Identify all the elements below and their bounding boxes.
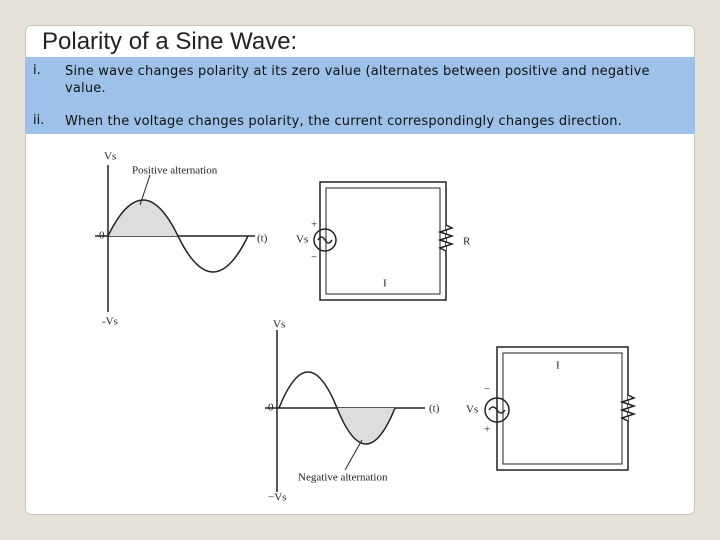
label: Negative alternation <box>298 472 388 484</box>
circuit-2: I − Vs + <box>466 346 637 471</box>
circuit-1: + Vs − R I <box>296 181 471 301</box>
label: 0 <box>268 402 274 414</box>
label: + <box>484 424 490 436</box>
slide-title: Polarity of a Sine Wave: <box>42 28 298 55</box>
positive-graph: Vs Positive alternation 0 (t) -Vs <box>95 151 268 328</box>
list-marker: ii. <box>33 113 45 128</box>
resistor <box>437 224 455 252</box>
label: R <box>463 236 471 248</box>
wire <box>502 352 623 465</box>
ac-source <box>484 397 510 423</box>
label: − <box>484 384 490 396</box>
label: Vs <box>466 404 478 416</box>
bullet-band: i. Sine wave changes polarity at its zer… <box>25 57 695 134</box>
resistor <box>619 394 637 422</box>
sine-wave <box>278 371 396 445</box>
label: − <box>311 252 317 264</box>
label: (t) <box>429 403 440 415</box>
label: −Vs <box>268 492 286 504</box>
label: I <box>383 278 387 290</box>
label: Vs <box>104 151 116 163</box>
list-text: Sine wave changes polarity at its zero v… <box>65 64 650 96</box>
label: + <box>311 219 317 231</box>
list-text: When the voltage changes polarity, the c… <box>65 114 623 129</box>
pointer <box>139 174 151 206</box>
label: 0 <box>99 230 105 242</box>
label: I <box>556 360 560 372</box>
ac-symbol <box>488 406 506 414</box>
list-marker: i. <box>33 63 41 78</box>
label: Vs <box>296 234 308 246</box>
label: Positive alternation <box>132 165 218 177</box>
label: (t) <box>257 233 268 245</box>
label: Vs <box>273 319 285 331</box>
label: -Vs <box>102 316 118 328</box>
ac-source <box>313 228 337 252</box>
pointer <box>344 439 363 471</box>
wire <box>496 346 629 471</box>
negative-graph: Vs 0 (t) Negative alternation −Vs <box>265 319 440 504</box>
ac-symbol <box>317 236 333 244</box>
sine-wave <box>107 199 249 273</box>
